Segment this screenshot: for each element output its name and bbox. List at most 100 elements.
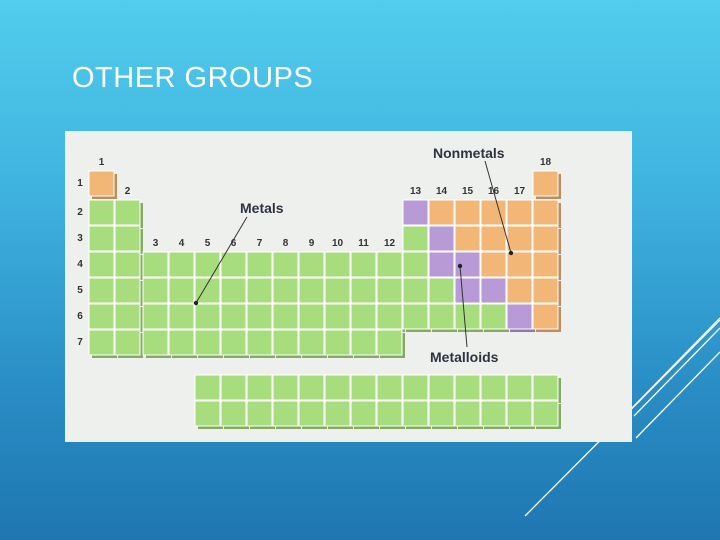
group-number: 12 [384,238,396,249]
element-cell-metals [142,329,171,358]
element-cell-inner-transition [350,400,379,429]
element-cell-metals [376,251,405,280]
nonmetals-pointer-dot [508,250,514,256]
element-cell-metals [168,277,197,306]
element-cell-metals [376,329,405,358]
element-cell-inner-transition [298,374,327,403]
element-cell-metalloids [428,251,457,280]
element-cell-nonmetals [480,225,509,254]
group-number: 14 [436,186,448,197]
period-number: 1 [77,178,83,189]
element-cell-metals [114,225,143,254]
element-cell-nonmetals [454,225,483,254]
group-number: 17 [514,186,526,197]
element-cell-inner-transition [480,374,509,403]
element-cell-metals [194,251,223,280]
group-number: 7 [257,238,263,249]
element-cell-inner-transition [532,400,561,429]
element-cell-nonmetals [506,199,535,228]
element-cell-metalloids [480,277,509,306]
element-cell-inner-transition [454,400,483,429]
element-cell-metals [220,277,249,306]
period-number: 3 [77,233,83,244]
element-cell-metals [88,199,117,228]
element-cell-inner-transition [324,400,353,429]
element-cell-inner-transition [350,374,379,403]
element-cell-inner-transition [194,374,223,403]
element-cell-nonmetals [454,199,483,228]
element-cell-nonmetals [532,277,561,306]
element-cell-metalloids [506,303,535,332]
group-number: 11 [358,238,369,249]
element-cell-metals [402,225,431,254]
element-cell-metals [114,329,143,358]
element-cell-nonmetals [506,225,535,254]
element-cells [88,170,561,429]
element-cell-metals [114,277,143,306]
element-cell-metals [194,277,223,306]
element-cell-metals [324,329,353,358]
metals-pointer [195,216,248,304]
element-cell-inner-transition [454,374,483,403]
element-cell-metals [88,303,117,332]
element-cell-metalloids [402,199,431,228]
element-cell-metalloids [428,225,457,254]
group-number: 13 [410,186,422,197]
element-cell-metals [88,225,117,254]
element-cell-metals [220,329,249,358]
period-number: 4 [77,259,83,270]
group-number: 9 [309,238,315,249]
element-cell-metals [142,303,171,332]
element-cell-inner-transition [428,374,457,403]
element-cell-metals [324,251,353,280]
element-cell-metals [88,277,117,306]
metals-label: Metals [240,200,284,216]
element-cell-metals [272,303,301,332]
group-number: 1 [99,157,105,168]
element-cell-nonmetals [480,199,509,228]
element-cell-metals [324,303,353,332]
element-cell-metals [350,251,379,280]
element-cell-inner-transition [246,374,275,403]
element-cell-metals [324,277,353,306]
callout-pointers [193,160,514,348]
element-cell-metals [454,303,483,332]
group-number: 4 [179,238,185,249]
element-cell-metals [298,329,327,358]
element-cell-nonmetals [532,225,561,254]
metalloids-pointer-dot [457,263,463,269]
element-cell-nonmetals [532,251,561,280]
element-cell-metals [168,251,197,280]
group-number: 10 [332,238,344,249]
element-cell-nonmetals [532,170,561,199]
element-cell-metals [428,277,457,306]
element-cell-inner-transition [272,400,301,429]
element-cell-metals [246,303,275,332]
element-cell-metals [114,199,143,228]
element-cell-metals [88,251,117,280]
group-number: 15 [462,186,474,197]
element-cell-metals [246,251,275,280]
element-cell-nonmetals [506,251,535,280]
period-number: 7 [77,337,83,348]
element-cell-metals [298,251,327,280]
element-cell-metals [298,277,327,306]
group-number: 3 [153,238,159,249]
group-number: 18 [540,157,552,168]
element-cell-metals [272,251,301,280]
element-cell-metals [376,277,405,306]
element-cell-metals [298,303,327,332]
period-number: 2 [77,207,83,218]
element-cell-metals [220,251,249,280]
element-cell-metals [114,251,143,280]
element-cell-inner-transition [480,400,509,429]
group-number: 5 [205,238,211,249]
element-cell-inner-transition [402,374,431,403]
element-cell-inner-transition [194,400,223,429]
element-cell-metals [194,303,223,332]
element-cell-metals [220,303,249,332]
element-cell-metals [142,277,171,306]
element-cell-metals [272,329,301,358]
element-cell-metals [480,303,509,332]
